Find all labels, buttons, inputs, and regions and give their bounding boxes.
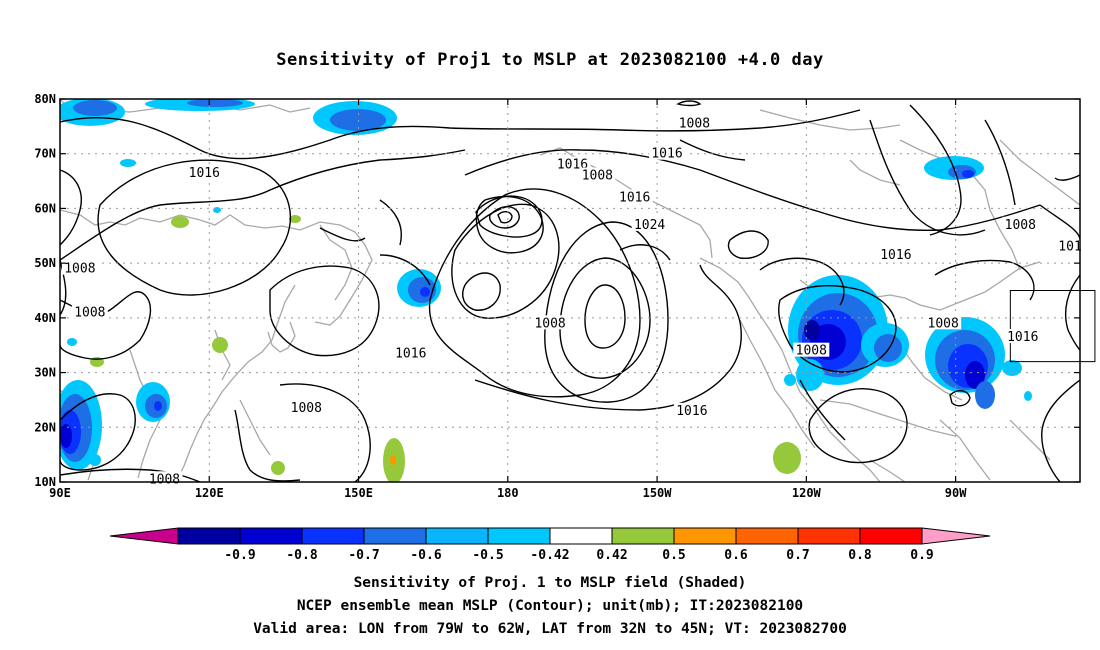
colorbar-label: -0.8 <box>286 548 317 563</box>
axis-ticks: 90E 120E 150E 180 150W 120W 90W 10N 20N 30N 40N 50N… <box>34 92 1080 500</box>
contour-label: 1008 <box>1005 218 1036 233</box>
map-frame <box>59 98 1081 483</box>
colorbar-box <box>859 527 923 545</box>
contour-label-bg <box>554 156 591 171</box>
caption-contour: NCEP ensemble mean MSLP (Contour); unit(… <box>296 598 804 614</box>
caption-valid-area: Valid area: LON from 79W to 62W, LAT fro… <box>253 621 847 637</box>
contour-label-bg <box>925 315 962 330</box>
map-background <box>60 99 1080 482</box>
colorbar-min-triangle <box>109 527 179 545</box>
contour-label-bg <box>579 167 616 182</box>
page-title: Sensitivity of Proj1 to MSLP at 20230821… <box>276 50 824 70</box>
colorbar-box <box>611 527 675 545</box>
contour-label-bg <box>676 115 713 130</box>
contour-label-bg <box>877 246 914 261</box>
sensitivity-shading <box>60 99 1032 482</box>
contour-label: 1008 <box>679 117 710 132</box>
contour-label: 1024 <box>634 218 665 233</box>
colorbar-box <box>301 527 365 545</box>
contour-label-bg <box>61 260 98 275</box>
lon-tick-label: 150W <box>643 486 673 500</box>
colorbar-label: -0.9 <box>224 548 255 563</box>
colorbar-label: 0.42 <box>596 548 627 563</box>
lon-tick-label: 90W <box>945 486 967 500</box>
colorbar-label: 0.8 <box>848 548 872 563</box>
map-gridlines <box>60 99 1080 482</box>
colorbar-label: -0.7 <box>348 548 379 563</box>
contour-label-bg <box>392 345 429 360</box>
colorbar-max-triangle <box>921 527 991 545</box>
lon-tick-label: 120W <box>792 486 822 500</box>
sensitivity-map: 1008 1016 1016 1008 1016 1016 1024 1008 1016 101 1… <box>34 92 1096 563</box>
contour-label-bg <box>532 315 569 330</box>
contour-label-bg <box>631 216 668 231</box>
lon-tick-label: 180 <box>497 486 519 500</box>
lat-tick-label: 50N <box>34 256 56 270</box>
lat-tick-label: 10N <box>34 475 56 489</box>
colorbar-box <box>673 527 737 545</box>
contour-label-bg <box>1056 238 1085 253</box>
caption-shaded: Sensitivity of Proj. 1 to MSLP field (Sh… <box>353 575 747 591</box>
contour-label: 1016 <box>880 248 911 263</box>
colorbar-label: 0.7 <box>786 548 809 563</box>
colorbar-box <box>239 527 303 545</box>
colorbar-box <box>797 527 861 545</box>
contour-label: 1008 <box>582 169 613 184</box>
lat-tick-label: 40N <box>34 311 56 325</box>
lat-tick-label: 20N <box>34 420 56 434</box>
contour-label: 1016 <box>676 404 707 419</box>
valid-area-box <box>1009 290 1096 363</box>
contour-label-bg <box>288 400 325 415</box>
contour-label: 1008 <box>291 401 322 416</box>
contour-label: 1008 <box>796 344 827 359</box>
colorbar-label: -0.6 <box>410 548 441 563</box>
colorbar-label: 0.5 <box>662 548 685 563</box>
contour-label: 101 <box>1058 240 1081 255</box>
colorbar: -0.9 -0.8 -0.7 -0.6 -0.5 -0.42 0.42 0.5 0.6 0.7 0.… <box>109 527 991 563</box>
contour-label-bg <box>673 402 710 417</box>
colorbar-box <box>487 527 551 545</box>
colorbar-label: -0.42 <box>530 548 569 563</box>
contour-label-bg <box>186 164 223 179</box>
contour-label: 1008 <box>928 316 959 331</box>
contour-label: 1016 <box>189 166 220 181</box>
contour-label-bg <box>793 342 830 357</box>
colorbar-label: -0.5 <box>472 548 503 563</box>
contour-label: 1016 <box>619 190 650 205</box>
contour-label-bg <box>616 189 653 204</box>
colorbar-box <box>735 527 799 545</box>
contour-label-bg <box>1004 329 1041 344</box>
contour-label-bg <box>71 304 108 319</box>
colorbar-box <box>177 527 241 545</box>
lat-tick-label: 30N <box>34 366 56 380</box>
contour-label: 1016 <box>395 346 426 361</box>
contour-label: 1008 <box>74 305 105 320</box>
colorbar-label: 0.6 <box>724 548 748 563</box>
mslp-contours <box>60 100 1080 482</box>
lat-tick-label: 80N <box>34 92 56 106</box>
lon-tick-label: 150E <box>344 486 373 500</box>
contour-label-bg <box>649 145 686 160</box>
lat-tick-label: 70N <box>34 147 56 161</box>
contour-label-bg <box>1002 216 1039 231</box>
lat-tick-label: 60N <box>34 201 56 215</box>
colorbar-box <box>425 527 489 545</box>
contour-label: 1016 <box>1007 330 1038 345</box>
contour-label: 1008 <box>64 262 95 277</box>
contour-label: 1008 <box>534 316 565 331</box>
colorbar-box <box>363 527 427 545</box>
lon-tick-label: 120E <box>195 486 224 500</box>
contour-label: 1008 <box>149 472 180 487</box>
contour-label: 1016 <box>651 147 682 162</box>
lon-tick-label: 90E <box>49 486 71 500</box>
colorbar-label: 0.9 <box>910 548 933 563</box>
colorbar-box <box>549 527 613 545</box>
